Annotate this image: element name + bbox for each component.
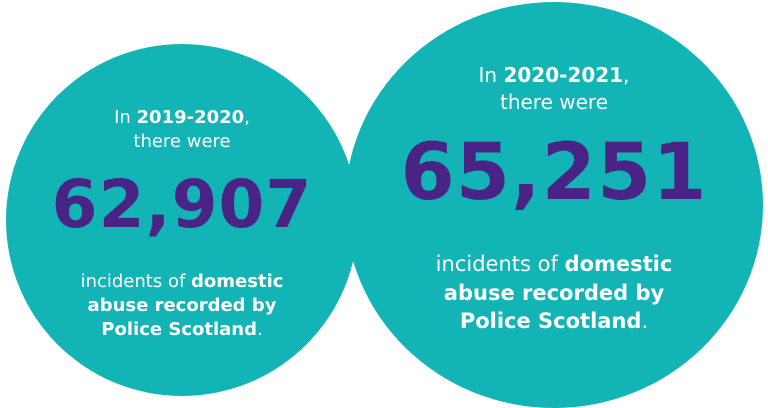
description-bold-2: abuse recorded by <box>443 281 665 305</box>
intro-prefix: In <box>114 107 137 128</box>
intro-line-2: there were <box>133 131 231 152</box>
description-line-2: abuse recorded by <box>6 295 358 316</box>
period-label: 2020-2021 <box>503 63 624 87</box>
stat-circle-2020-2021: In 2020-2021, there were 65,251 incident… <box>345 2 763 408</box>
description-suffix: . <box>256 319 263 340</box>
description-bold-2: abuse recorded by <box>87 295 277 316</box>
description-line-3: Police Scotland. <box>6 319 358 340</box>
description-line-1: incidents of domestic <box>345 252 763 276</box>
intro-suffix: , <box>623 63 630 87</box>
organization-name: Police Scotland <box>459 309 642 333</box>
description-prefix: incidents of <box>435 252 565 276</box>
description-line-2: abuse recorded by <box>345 281 763 305</box>
intro-line: In 2020-2021, <box>345 63 763 87</box>
description-line-3: Police Scotland. <box>345 309 763 333</box>
incident-count: 62,907 <box>51 166 313 243</box>
incident-count: 65,251 <box>400 128 708 218</box>
intro-line-2: there were <box>499 90 609 114</box>
intro-line: In 2019-2020, <box>6 107 358 128</box>
description-bold: domestic <box>191 271 284 292</box>
description-bold: domestic <box>564 252 673 276</box>
description-prefix: incidents of <box>80 271 192 292</box>
intro-prefix: In <box>478 63 504 87</box>
stat-circle-2019-2020: In 2019-2020, there were 62,907 incident… <box>6 44 358 396</box>
description-line-1: incidents of domestic <box>6 271 358 292</box>
organization-name: Police Scotland <box>101 319 257 340</box>
description-suffix: . <box>641 309 649 333</box>
intro-suffix: , <box>244 107 250 128</box>
period-label: 2019-2020 <box>136 107 245 128</box>
